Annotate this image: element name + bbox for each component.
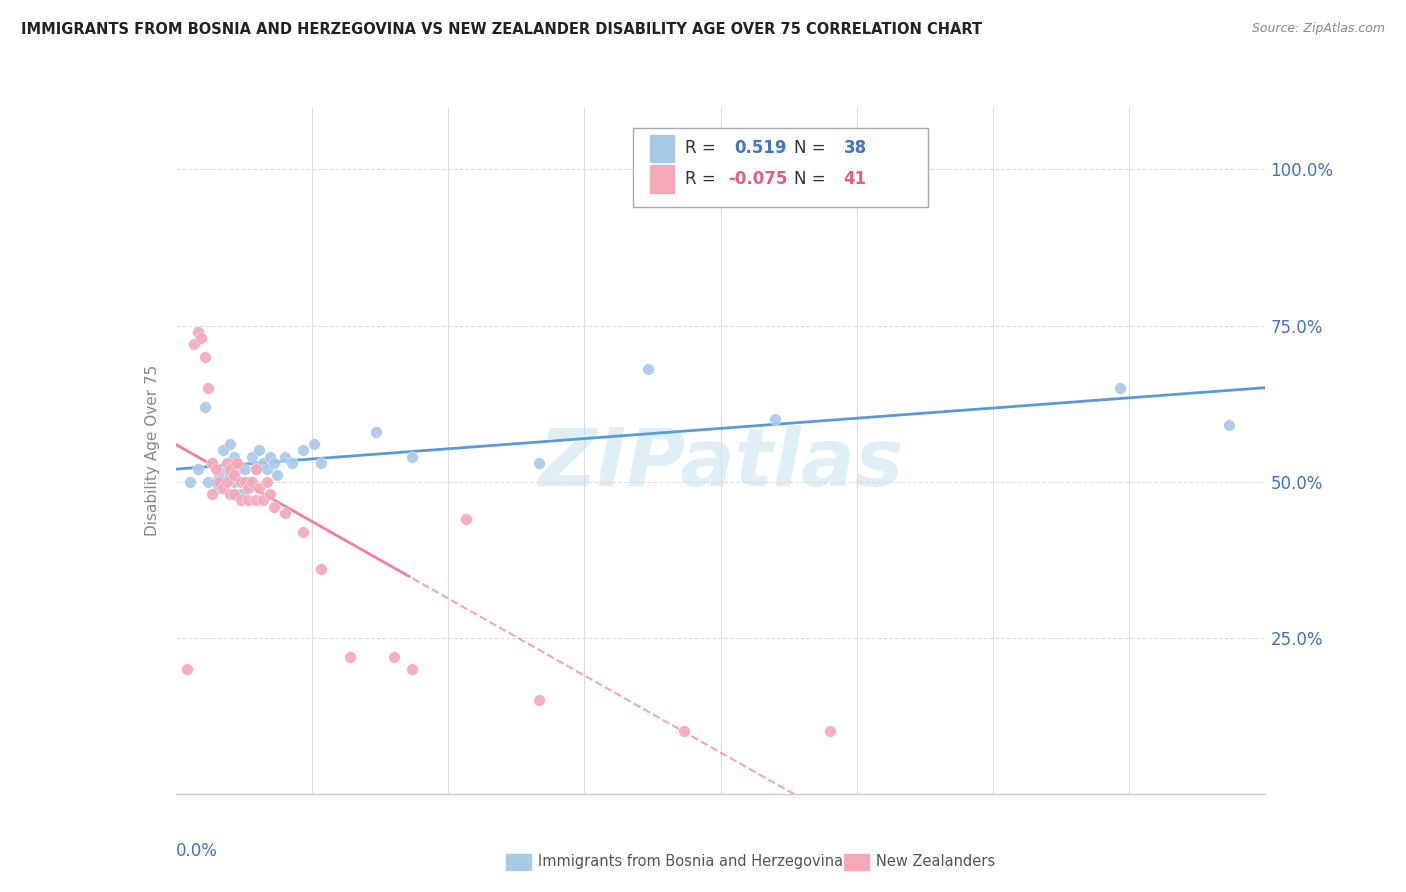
Point (263, 500, 285, 514)
Text: R =: R = (685, 139, 721, 157)
Point (527, 693, 550, 707)
Text: 38: 38 (844, 139, 868, 157)
Point (274, 506, 297, 520)
Point (204, 462, 226, 476)
Point (456, 512, 478, 526)
Point (263, 456, 285, 470)
Text: R =: R = (685, 170, 721, 188)
Point (291, 524, 314, 539)
Point (1218, 418, 1240, 433)
Point (401, 662, 423, 676)
Point (215, 462, 238, 476)
Point (382, 649, 405, 664)
Text: IMMIGRANTS FROM BOSNIA AND HERZEGOVINA VS NEW ZEALANDER DISABILITY AGE OVER 75 C: IMMIGRANTS FROM BOSNIA AND HERZEGOVINA V… (21, 22, 983, 37)
Point (291, 443, 314, 458)
Point (240, 450, 263, 464)
Point (197, 381, 219, 395)
Text: Immigrants from Bosnia and Herzegovina: Immigrants from Bosnia and Herzegovina (538, 855, 844, 869)
Point (247, 443, 270, 458)
Point (281, 456, 304, 470)
Point (201, 456, 224, 470)
Point (252, 456, 274, 470)
Point (245, 493, 267, 508)
FancyBboxPatch shape (633, 128, 928, 207)
Point (240, 475, 263, 489)
Point (527, 456, 550, 470)
Point (266, 468, 288, 483)
Text: -0.075: -0.075 (728, 170, 787, 188)
Point (231, 487, 253, 501)
Point (259, 487, 281, 501)
Point (197, 475, 219, 489)
Point (204, 475, 226, 489)
Point (176, 662, 198, 676)
Point (201, 487, 224, 501)
Point (309, 562, 332, 576)
Point (222, 487, 245, 501)
Point (309, 456, 332, 470)
Point (208, 468, 231, 483)
Point (673, 724, 696, 739)
Point (259, 450, 281, 464)
Point (401, 450, 423, 464)
Text: 0.519: 0.519 (735, 139, 787, 157)
Y-axis label: Disability Age Over 75: Disability Age Over 75 (145, 365, 160, 536)
Point (215, 475, 238, 489)
Point (226, 462, 249, 476)
Point (763, 412, 786, 426)
Point (194, 400, 217, 414)
Bar (650, 165, 673, 193)
Point (190, 331, 212, 345)
Point (231, 475, 253, 489)
Point (231, 493, 253, 508)
Point (215, 456, 238, 470)
Point (212, 481, 235, 495)
Point (302, 437, 325, 451)
Text: 0.0%: 0.0% (176, 842, 218, 860)
Point (233, 462, 256, 476)
Text: N =: N = (793, 170, 831, 188)
Point (201, 456, 224, 470)
Point (183, 337, 205, 351)
Point (238, 493, 260, 508)
Point (256, 475, 278, 489)
Point (238, 475, 260, 489)
Point (208, 475, 231, 489)
Point (238, 481, 260, 495)
Point (212, 443, 235, 458)
Point (245, 462, 267, 476)
Text: ZIPatlas: ZIPatlas (538, 425, 903, 503)
Point (233, 475, 256, 489)
Point (179, 475, 201, 489)
Point (274, 450, 297, 464)
Point (226, 456, 249, 470)
Bar (650, 135, 673, 162)
Point (247, 481, 270, 495)
Point (222, 468, 245, 483)
Point (222, 450, 245, 464)
Point (222, 475, 245, 489)
Text: Source: ZipAtlas.com: Source: ZipAtlas.com (1251, 22, 1385, 36)
Point (186, 325, 209, 339)
Point (219, 437, 242, 451)
Text: 41: 41 (844, 170, 868, 188)
Text: N =: N = (793, 139, 831, 157)
Point (252, 493, 274, 508)
Point (818, 724, 841, 739)
Point (245, 462, 267, 476)
Point (637, 362, 659, 376)
Point (219, 487, 242, 501)
Point (186, 462, 209, 476)
Text: New Zealanders: New Zealanders (876, 855, 995, 869)
Point (194, 350, 217, 364)
Point (1109, 381, 1132, 395)
Point (256, 462, 278, 476)
Point (208, 481, 231, 495)
Point (339, 649, 361, 664)
Point (219, 462, 242, 476)
Point (364, 425, 387, 439)
Point (219, 468, 242, 483)
